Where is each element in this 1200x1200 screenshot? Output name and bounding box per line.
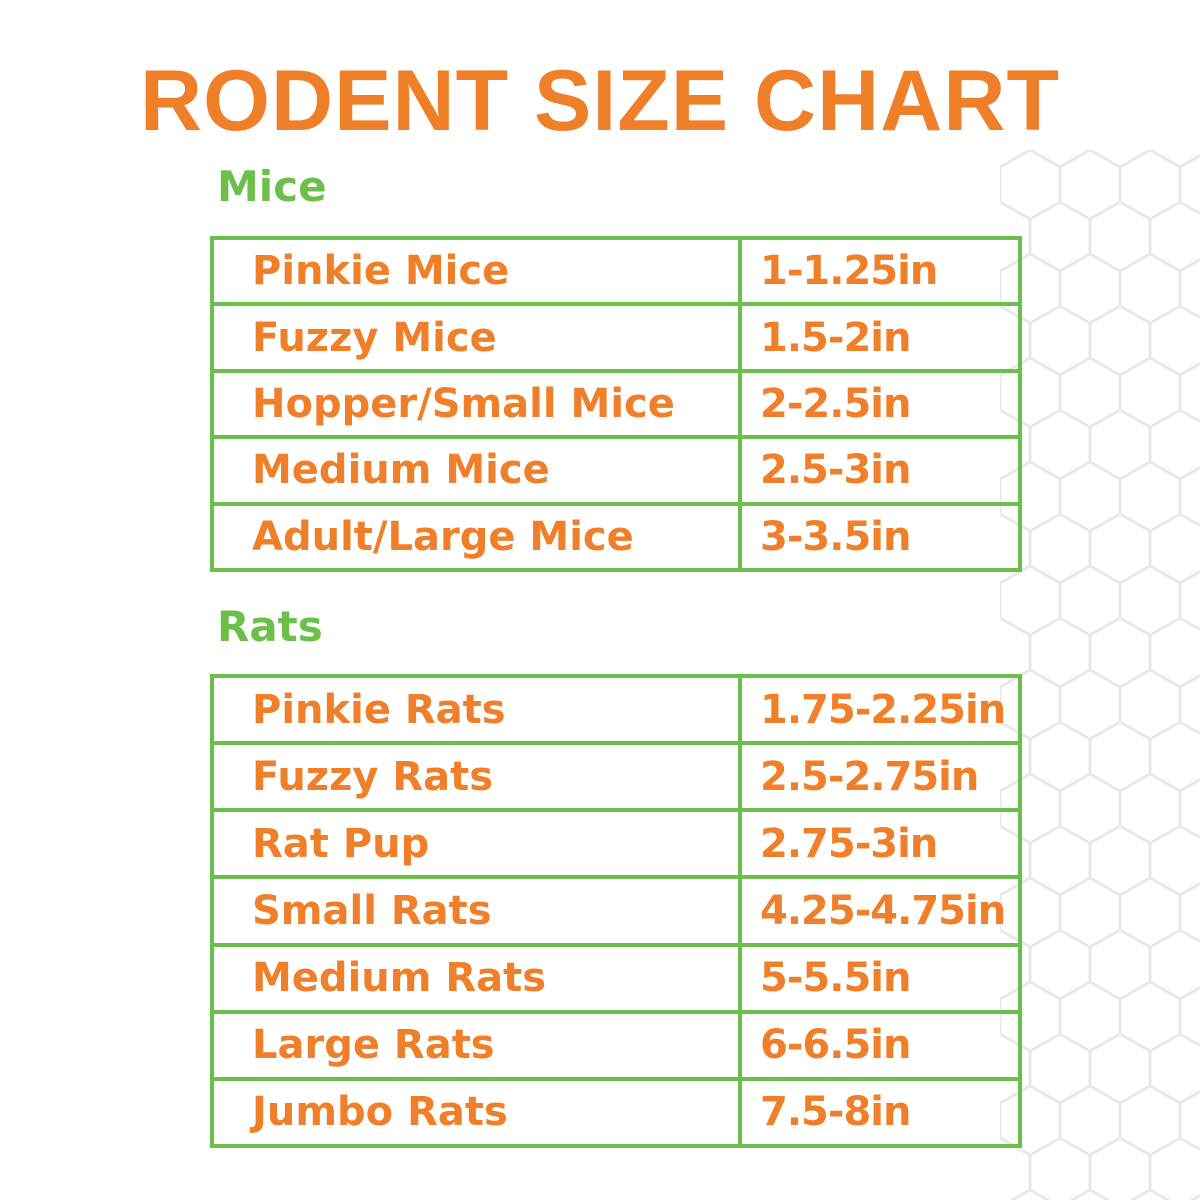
rodent-size: 1.75-2.25in xyxy=(738,673,1022,746)
rodent-size: 4.25-4.75in xyxy=(738,875,1022,947)
rodent-name: Pinkie Mice xyxy=(210,235,742,307)
table-row: Medium Rats 5-5.5in xyxy=(210,942,1022,1014)
rodent-name: Medium Mice xyxy=(210,435,742,506)
rodent-name: Medium Rats xyxy=(210,942,742,1014)
mice-heading: Mice xyxy=(217,162,327,211)
rodent-name: Jumbo Rats xyxy=(210,1076,742,1149)
rodent-size: 1.5-2in xyxy=(738,302,1022,373)
rodent-size: 2-2.5in xyxy=(738,368,1022,440)
rodent-name: Fuzzy Mice xyxy=(210,302,742,373)
table-row: Rat Pup 2.75-3in xyxy=(210,808,1022,880)
table-row: Fuzzy Rats 2.5-2.75in xyxy=(210,741,1022,813)
rodent-size: 5-5.5in xyxy=(738,942,1022,1014)
table-row: Jumbo Rats 7.5-8in xyxy=(210,1076,1022,1149)
table-row: Pinkie Mice 1-1.25in xyxy=(210,235,1022,307)
rodent-size: 7.5-8in xyxy=(738,1076,1022,1149)
rodent-size: 2.5-3in xyxy=(738,435,1022,506)
rodent-name: Adult/Large Mice xyxy=(210,501,742,573)
rats-heading: Rats xyxy=(217,602,323,651)
rodent-size: 6-6.5in xyxy=(738,1009,1022,1081)
table-row: Fuzzy Mice 1.5-2in xyxy=(210,302,1022,373)
rodent-name: Large Rats xyxy=(210,1009,742,1081)
table-row: Pinkie Rats 1.75-2.25in xyxy=(210,673,1022,746)
rodent-name: Pinkie Rats xyxy=(210,673,742,746)
table-row: Adult/Large Mice 3-3.5in xyxy=(210,501,1022,573)
table-row: Medium Mice 2.5-3in xyxy=(210,435,1022,506)
table-row: Large Rats 6-6.5in xyxy=(210,1009,1022,1081)
table-row: Small Rats 4.25-4.75in xyxy=(210,875,1022,947)
page-title: RODENT SIZE CHART xyxy=(140,53,1060,149)
rodent-size: 3-3.5in xyxy=(738,501,1022,573)
rodent-name: Hopper/Small Mice xyxy=(210,368,742,440)
rodent-size: 1-1.25in xyxy=(738,235,1022,307)
rodent-name: Small Rats xyxy=(210,875,742,947)
rodent-size: 2.5-2.75in xyxy=(738,741,1022,813)
rodent-name: Rat Pup xyxy=(210,808,742,880)
rodent-size: 2.75-3in xyxy=(738,808,1022,880)
rodent-name: Fuzzy Rats xyxy=(210,741,742,813)
mice-table: Pinkie Mice 1-1.25in Fuzzy Mice 1.5-2in Hopp… xyxy=(210,235,1022,573)
rats-table: Pinkie Rats 1.75-2.25in Fuzzy Rats 2.5-2.75… xyxy=(210,673,1022,1149)
table-row: Hopper/Small Mice 2-2.5in xyxy=(210,368,1022,440)
hexagon-background-pattern xyxy=(1000,150,1200,1200)
